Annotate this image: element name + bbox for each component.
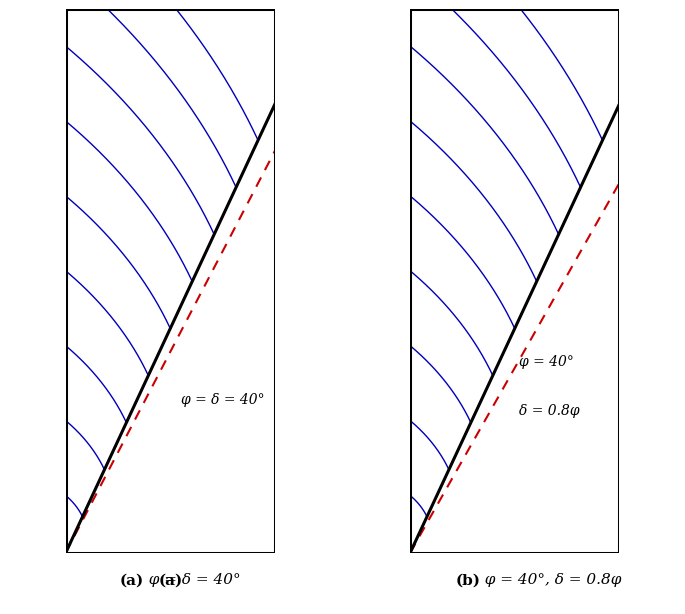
Text: φ = 40°: φ = 40° [519,356,574,370]
Text: δ = 0.8φ: δ = 0.8φ [519,404,580,418]
Text: φ = δ = 40°: φ = δ = 40° [139,573,240,588]
Text: (a): (a) [120,573,144,588]
Text: (b): (b) [456,573,480,588]
Text: φ = δ = 40°: φ = δ = 40° [181,394,264,408]
Text: (a)  φ = δ = 40°: (a) φ = δ = 40° [110,573,233,588]
Text: φ = 40°, δ = 0.8φ: φ = 40°, δ = 0.8φ [475,573,621,588]
Text: (a): (a) [159,573,184,588]
